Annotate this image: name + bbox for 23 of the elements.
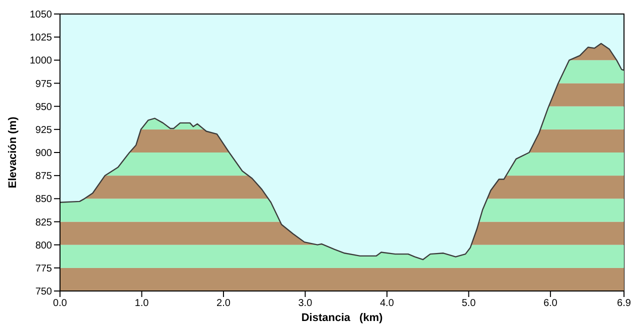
- y-tick-label: 975: [35, 78, 52, 90]
- x-tick-label: 0.0: [53, 298, 68, 310]
- y-tick-label: 850: [35, 194, 52, 206]
- y-tick-label: 875: [35, 171, 52, 182]
- x-tick-label: 1.0: [134, 298, 150, 310]
- y-tick-label: 1000: [30, 56, 52, 67]
- y-tick-label: 950: [35, 102, 52, 113]
- x-tick-label: 2.0: [216, 298, 231, 310]
- x-tick-label: 6.0: [543, 298, 558, 310]
- y-tick-label: 800: [35, 240, 52, 252]
- y-tick-label: 900: [35, 148, 52, 160]
- y-tick-label: 1025: [30, 32, 52, 44]
- x-tick-label: 3.0: [298, 298, 313, 310]
- y-tick-label: 825: [35, 217, 52, 228]
- x-tick-label: 5.0: [462, 298, 476, 310]
- x-axis-title: Distancia (km): [301, 312, 383, 324]
- y-tick-label: 925: [35, 124, 52, 136]
- y-tick-label: 1050: [30, 10, 52, 21]
- y-axis-title: Elevación (m): [6, 116, 19, 188]
- y-tick-label: 775: [35, 263, 52, 274]
- x-tick-label: 4.0: [380, 298, 394, 310]
- x-tick-label: 6.9: [617, 298, 632, 310]
- y-tick-label: 750: [35, 286, 52, 298]
